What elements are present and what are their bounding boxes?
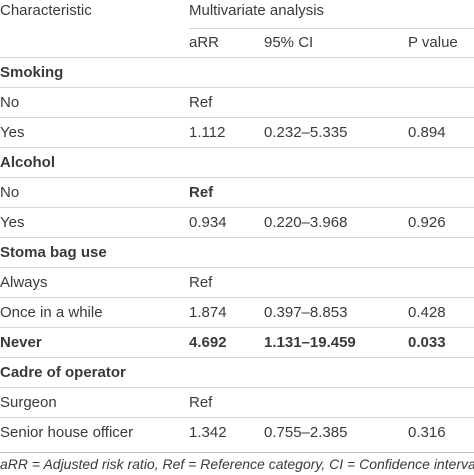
header-multivariate-analysis: Multivariate analysis [189, 2, 325, 19]
row-label: Yes [0, 214, 25, 231]
table-row: Yes 1.112 0.232–5.335 0.894 [0, 118, 474, 148]
arr-value: Ref [189, 274, 213, 291]
table-row: Senior house officer 1.342 0.755–2.385 0… [0, 418, 474, 448]
row-label: Always [0, 274, 48, 291]
section-row-stoma-bag-use: Stoma bag use [0, 238, 474, 268]
ci-value: 1.131–19.459 [264, 334, 356, 351]
row-label: Senior house officer [0, 424, 134, 441]
table-row: No Ref [0, 88, 474, 118]
section-row-cadre-of-operator: Cadre of operator [0, 358, 474, 388]
p-value: 0.926 [408, 214, 446, 231]
p-value: 0.428 [408, 304, 446, 321]
arr-value: 1.112 [189, 124, 226, 141]
table-row: Always Ref [0, 268, 474, 298]
ci-value: 0.220–3.968 [264, 214, 348, 231]
header-row-columns: aRR 95% CI P value [0, 28, 474, 58]
row-label: Yes [0, 124, 25, 141]
header-95-ci: 95% CI [264, 34, 314, 51]
row-label: Alcohol [0, 154, 55, 171]
section-row-alcohol: Alcohol [0, 148, 474, 178]
table-row: No Ref [0, 178, 474, 208]
table-row: Once in a while 1.874 0.397–8.853 0.428 [0, 298, 474, 328]
arr-value: 1.874 [189, 304, 227, 321]
arr-value: Ref [189, 94, 213, 111]
row-label: Never [0, 334, 42, 351]
arr-value: 0.934 [189, 214, 227, 231]
header-row-group: Characteristic Multivariate analysis [0, 0, 474, 28]
header-arr: aRR [189, 34, 220, 51]
arr-value: Ref [189, 394, 213, 411]
ci-value: 0.397–8.853 [264, 304, 348, 321]
row-label: Cadre of operator [0, 364, 126, 381]
arr-value: 1.342 [189, 424, 227, 441]
header-p-value: P value [408, 34, 458, 51]
arr-value: 4.692 [189, 334, 227, 351]
ci-value: 0.232–5.335 [264, 124, 348, 141]
row-label: Surgeon [0, 394, 57, 411]
p-value: 0.316 [408, 424, 446, 441]
table-row: Yes 0.934 0.220–3.968 0.926 [0, 208, 474, 238]
arr-value: Ref [189, 184, 214, 201]
row-label: Once in a while [0, 304, 103, 321]
table-footnote: aRR = Adjusted risk ratio, Ref = Referen… [0, 452, 474, 475]
table-row-significant: Never 4.692 1.131–19.459 0.033 [0, 328, 474, 358]
section-row-smoking: Smoking [0, 58, 474, 88]
header-group-divider [189, 28, 474, 29]
row-label: No [0, 184, 20, 201]
p-value: 0.894 [408, 124, 446, 141]
ci-value: 0.755–2.385 [264, 424, 348, 441]
row-label: Smoking [0, 64, 64, 81]
header-characteristic: Characteristic [0, 2, 92, 19]
row-label: Stoma bag use [0, 244, 107, 261]
p-value: 0.033 [408, 334, 446, 351]
table-row: Surgeon Ref [0, 388, 474, 418]
row-label: No [0, 94, 20, 111]
